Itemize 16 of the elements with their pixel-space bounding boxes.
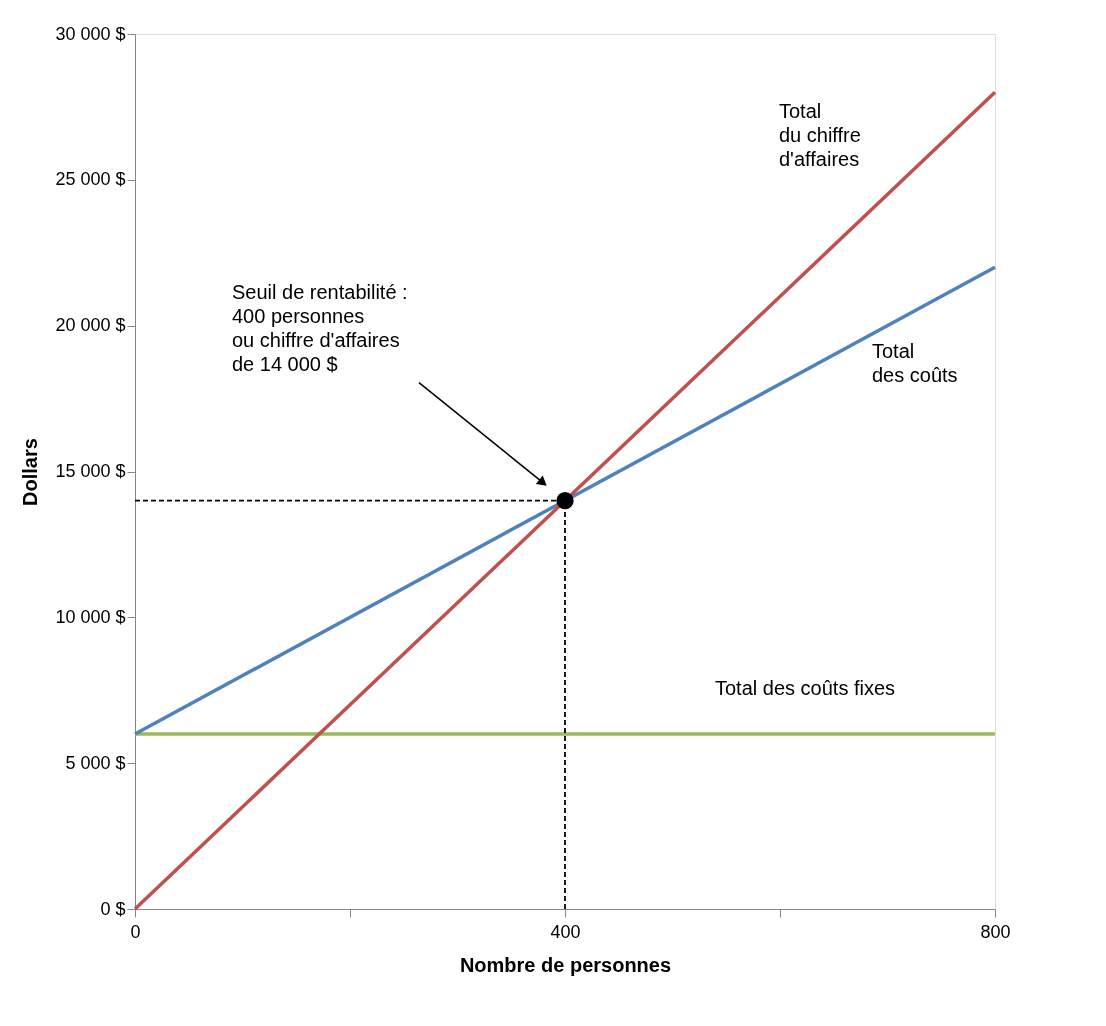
- series-label: Total du chiffre d'affaires: [779, 100, 861, 171]
- y-tick-label: 5 000 $: [65, 752, 126, 773]
- y-tick-label: 30 000 $: [55, 23, 126, 44]
- x-tick-label: 0: [130, 921, 141, 942]
- y-tick-label: 15 000 $: [55, 461, 126, 481]
- series-label: Total des coûts fixes: [715, 677, 896, 699]
- x-axis-title: Nombre de personnes: [459, 953, 672, 976]
- y-tick-label: 20 000 $: [55, 315, 126, 336]
- series-label: Total des coûts: [872, 340, 958, 387]
- annotation: Seuil de rentabilité : 400 personnes ou chiffre d'affaires de 14 000 $: [232, 280, 408, 375]
- x-tick-label: 800: [980, 921, 1011, 942]
- y-axis-title: Dollars: [19, 438, 42, 506]
- y-tick-label: 10 000 $: [55, 606, 126, 627]
- y-tick-label: 25 000 $: [55, 169, 126, 190]
- x-tick-label: 400: [550, 921, 581, 942]
- y-tick-label: 0 $: [100, 898, 126, 919]
